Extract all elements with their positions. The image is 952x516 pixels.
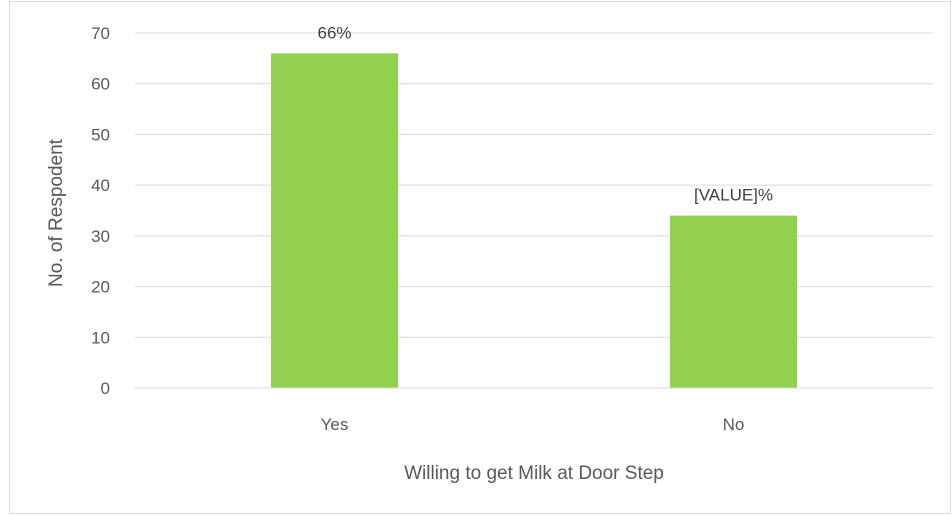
data-labels: 66% [VALUE]% bbox=[317, 23, 773, 204]
x-tick-label-no: No bbox=[723, 415, 745, 434]
bar-no bbox=[670, 215, 797, 388]
bars bbox=[271, 53, 797, 389]
x-axis-title: Willing to get Milk at Door Step bbox=[404, 463, 664, 484]
data-label-no: [VALUE]% bbox=[694, 186, 773, 205]
y-tick-label: 0 bbox=[101, 379, 110, 398]
data-label-yes: 66% bbox=[317, 23, 351, 42]
y-axis-title: No. of Respodent bbox=[46, 138, 67, 287]
y-tick-label: 10 bbox=[91, 328, 110, 347]
y-axis-ticks: 0 10 20 30 40 50 60 70 bbox=[91, 24, 110, 398]
y-tick-label: 40 bbox=[91, 176, 110, 195]
y-tick-label: 50 bbox=[91, 125, 110, 144]
x-tick-label-yes: Yes bbox=[321, 415, 349, 434]
y-tick-label: 30 bbox=[91, 227, 110, 246]
y-tick-label: 60 bbox=[91, 75, 110, 94]
y-tick-label: 70 bbox=[91, 24, 110, 43]
y-tick-label: 20 bbox=[91, 278, 110, 297]
gridlines bbox=[135, 32, 933, 338]
bar-yes bbox=[271, 53, 398, 389]
x-axis-ticks: Yes No bbox=[321, 415, 745, 434]
